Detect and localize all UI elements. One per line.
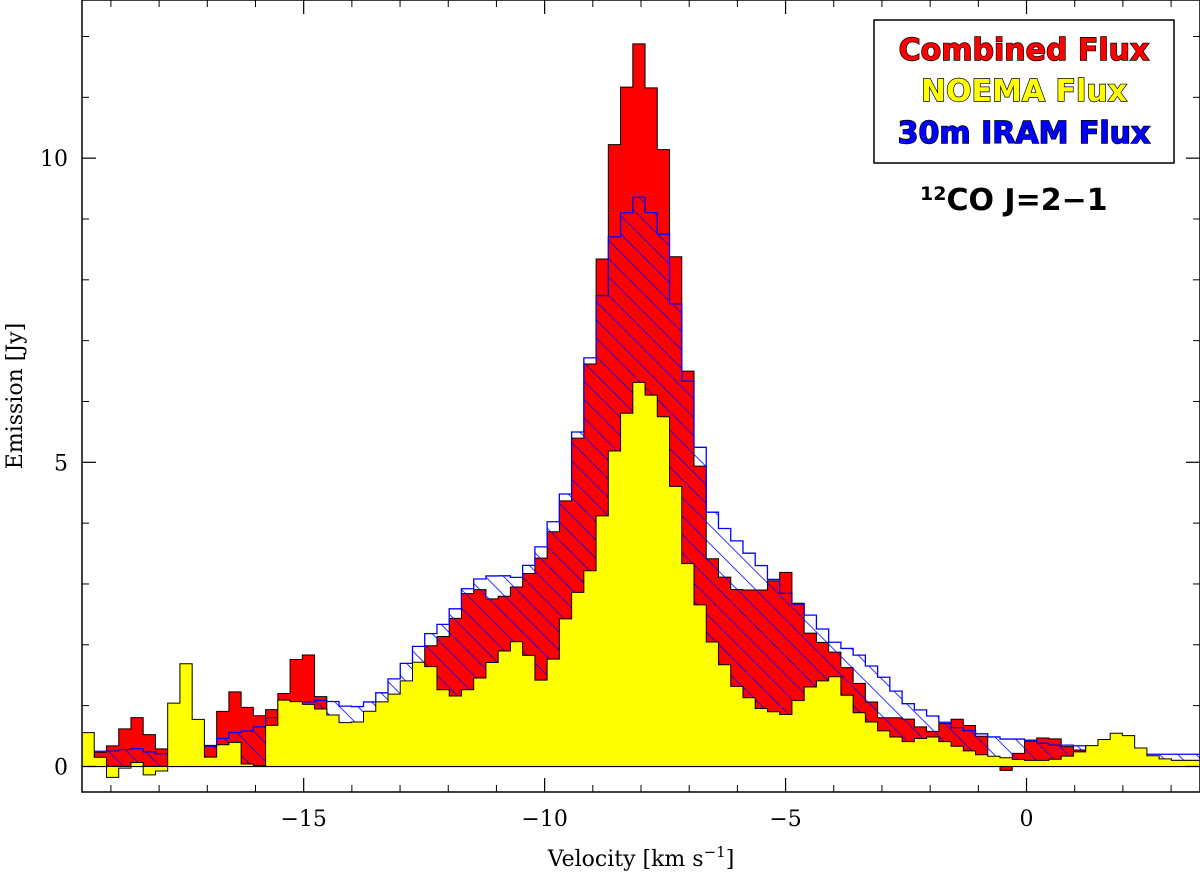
x-tick-label: −5 [769, 807, 801, 832]
plot-area: −15 −10 −5 0 0 5 10 [40, 0, 1200, 832]
legend-box [873, 19, 1175, 164]
legend-entry-noema: NOEMA Flux [921, 74, 1127, 109]
y-axis-label: Emission [Jy] [3, 323, 28, 469]
legend: Combined Flux NOEMA Flux 30m IRAM Flux [873, 19, 1175, 164]
legend-entry-iram: 30m IRAM Flux [898, 116, 1151, 151]
series-noema-flux [82, 381, 1200, 778]
x-tick-label: 0 [1020, 807, 1034, 832]
x-tick-label: −10 [521, 807, 567, 832]
legend-entry-combined: Combined Flux [899, 33, 1150, 68]
y-tick-label: 5 [54, 451, 68, 476]
x-tick-label: −15 [280, 807, 326, 832]
y-tick-label: 10 [40, 147, 68, 172]
x-axis-label: Velocity [km s−1] [547, 843, 735, 872]
line-annotation: 12CO J=2−1 [920, 183, 1108, 218]
y-tick-label: 0 [54, 755, 68, 780]
